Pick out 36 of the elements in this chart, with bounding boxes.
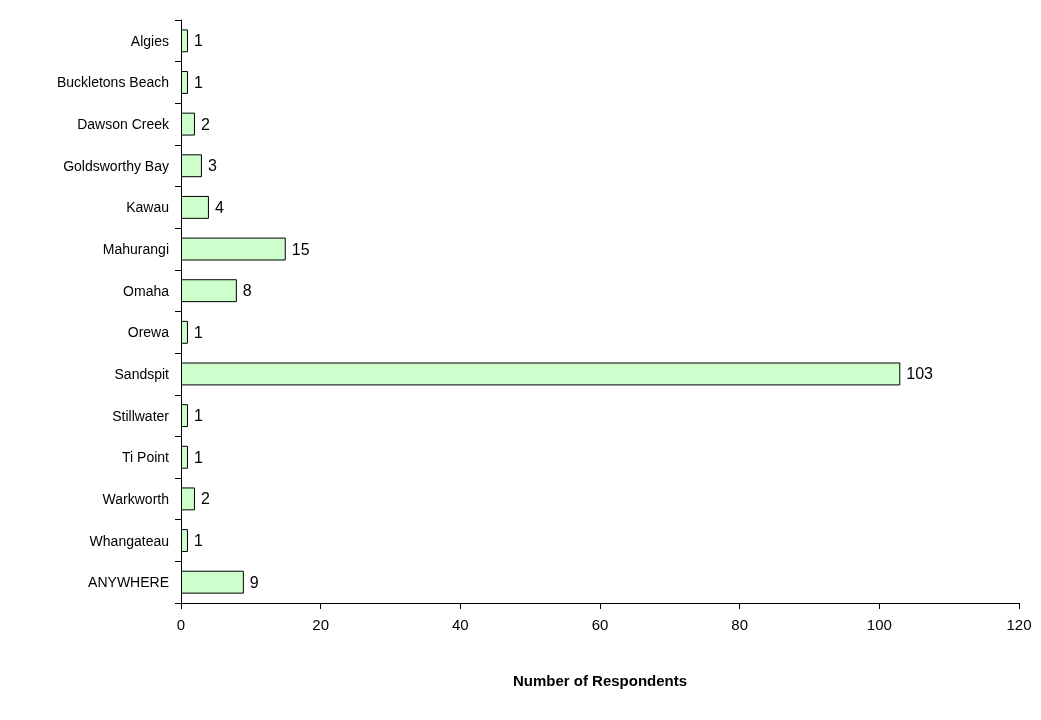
- data-label: 8: [242, 282, 252, 300]
- data-label: 15: [291, 240, 310, 258]
- y-tick-label: Sandspit: [114, 365, 170, 382]
- y-tick-label: Algies: [130, 32, 169, 49]
- x-tick-label: 20: [312, 616, 330, 633]
- x-tick-label: 80: [731, 616, 749, 633]
- y-tick-label: Mahurangi: [102, 241, 169, 258]
- data-label: 2: [200, 490, 210, 508]
- data-label: 9: [249, 573, 259, 591]
- y-tick-label: Ti Point: [122, 449, 170, 466]
- x-tick-label: 0: [176, 616, 186, 633]
- y-tick-label: Kawau: [126, 199, 169, 216]
- x-tick-label: 40: [451, 616, 469, 633]
- y-tick-label: Orewa: [127, 324, 170, 341]
- data-label: 1: [193, 407, 203, 425]
- y-tick-label: Stillwater: [112, 407, 170, 424]
- x-axis-title: Number of Respondents: [512, 672, 688, 689]
- y-tick-label: ANYWHERE: [88, 574, 169, 591]
- x-tick-label: 120: [1006, 616, 1032, 633]
- data-label: 1: [193, 532, 203, 550]
- x-tick-label: 100: [866, 616, 892, 633]
- y-tick-label: Warkworth: [102, 490, 169, 507]
- y-tick-label: Buckletons Beach: [56, 74, 169, 91]
- data-label: 1: [193, 323, 203, 341]
- y-tick-label: Whangateau: [89, 532, 169, 549]
- data-label: 2: [200, 115, 210, 133]
- y-tick-label: Omaha: [123, 282, 170, 299]
- x-tick-label: 60: [591, 616, 609, 633]
- data-label: 1: [193, 448, 203, 466]
- data-label: 103: [906, 365, 934, 383]
- data-label: 1: [193, 32, 203, 50]
- y-tick-label: Dawson Creek: [77, 116, 170, 133]
- data-label: 3: [207, 157, 217, 175]
- data-label: 1: [193, 73, 203, 91]
- data-label: 4: [214, 198, 224, 216]
- y-tick-label: Goldsworthy Bay: [63, 157, 169, 174]
